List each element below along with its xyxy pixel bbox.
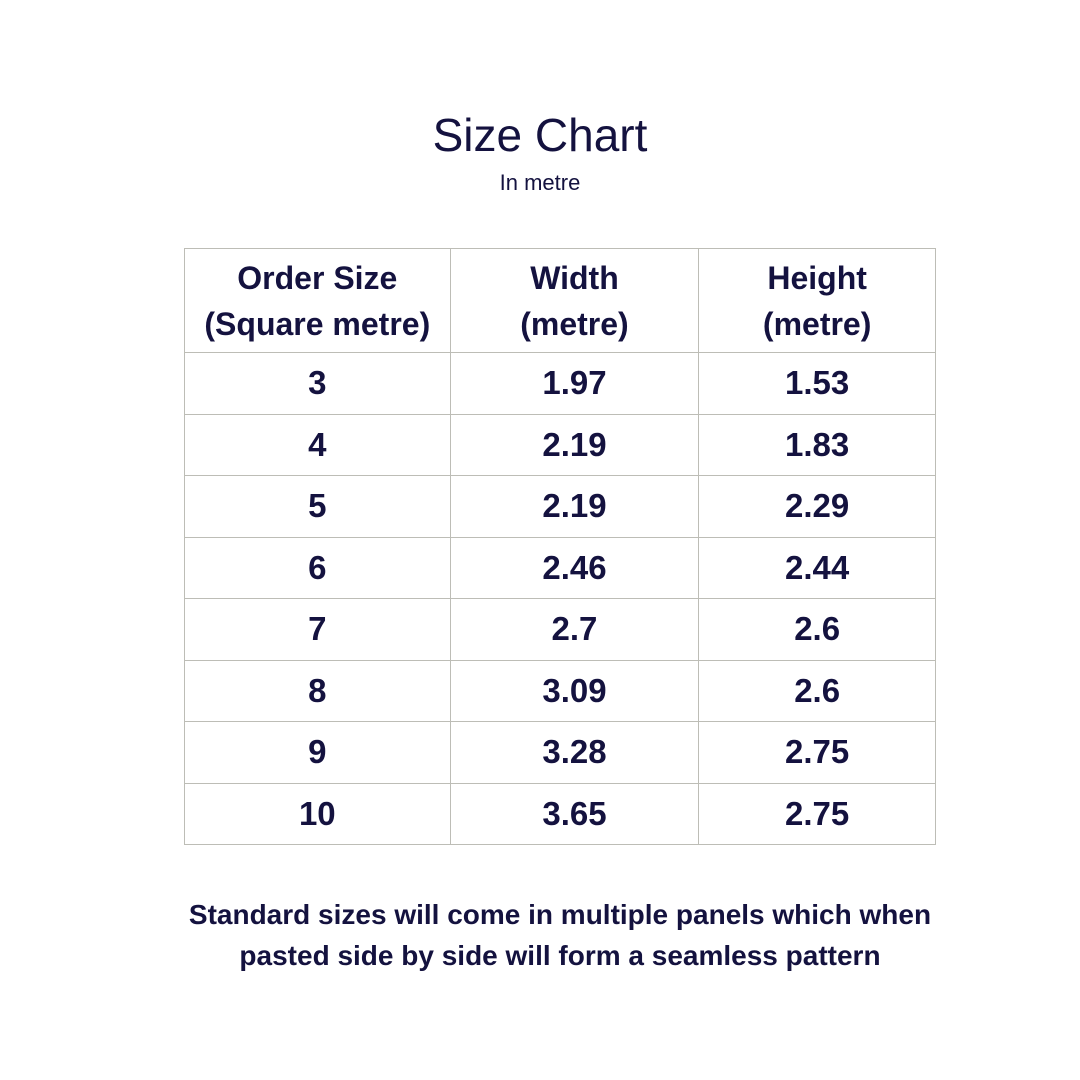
cell-order-size: 5 (184, 475, 451, 538)
cell-width: 2.7 (449, 598, 700, 661)
cell-order-size: 4 (184, 413, 451, 476)
table-row: 10 3.65 2.75 (184, 782, 936, 845)
table-row: 9 3.28 2.75 (184, 721, 936, 784)
cell-height: 2.75 (698, 782, 936, 845)
cell-width: 2.46 (449, 536, 700, 599)
header-order-size: Order Size (Square metre) (184, 248, 451, 353)
cell-width: 2.19 (449, 413, 700, 476)
cell-order-size: 7 (184, 598, 451, 661)
cell-order-size: 10 (184, 782, 451, 845)
table-row: 8 3.09 2.6 (184, 659, 936, 722)
cell-order-size: 3 (184, 352, 451, 415)
page-subtitle: In metre (499, 170, 581, 195)
cell-height: 2.29 (698, 475, 936, 538)
table-row: 3 1.97 1.53 (184, 352, 936, 415)
cell-width: 2.19 (449, 475, 700, 538)
size-table: Order Size (Square metre) Width (metre) He… (184, 248, 936, 845)
cell-order-size: 6 (184, 536, 451, 599)
cell-height: 1.83 (698, 413, 936, 476)
table-row: 7 2.7 2.6 (184, 598, 936, 661)
header-width: Width (metre) (449, 248, 700, 353)
table-row: 4 2.19 1.83 (184, 413, 936, 476)
cell-height: 2.44 (698, 536, 936, 599)
cell-height: 2.75 (698, 721, 936, 784)
cell-height: 1.53 (698, 352, 936, 415)
cell-order-size: 8 (184, 659, 451, 722)
cell-width: 1.97 (449, 352, 700, 415)
cell-width: 3.09 (449, 659, 700, 722)
table-row: 6 2.46 2.44 (184, 536, 936, 599)
cell-width: 3.65 (449, 782, 700, 845)
cell-height: 2.6 (698, 598, 936, 661)
header-row: Order Size (Square metre) Width (metre) He… (184, 248, 936, 353)
cell-order-size: 9 (184, 721, 451, 784)
footnote: Standard sizes will come in multiple pan… (0, 894, 1080, 976)
cell-height: 2.6 (698, 659, 936, 722)
cell-width: 3.28 (449, 721, 700, 784)
footnote-line: pasted side by side will form a seamless… (239, 940, 881, 971)
table-row: 5 2.19 2.29 (184, 475, 936, 538)
page-title: Size Chart (432, 109, 648, 161)
header-height: Height (metre) (698, 248, 936, 353)
footnote-line: Standard sizes will come in multiple pan… (188, 899, 932, 930)
